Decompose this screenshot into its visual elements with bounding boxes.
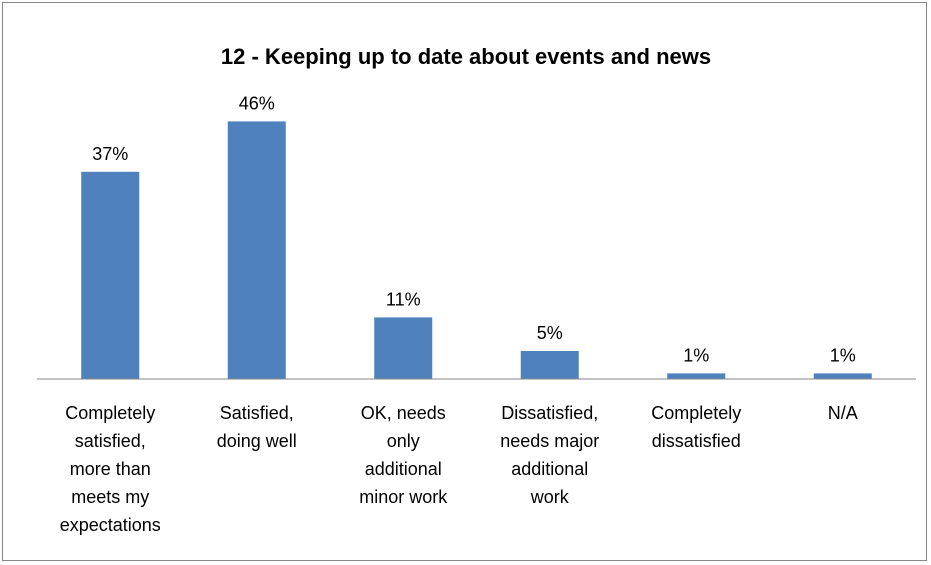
value-label-4: 5% (537, 323, 563, 343)
category-label-line: additional (511, 459, 588, 479)
category-label-line: satisfied, (75, 431, 146, 451)
category-label-line: meets my (71, 487, 149, 507)
category-labels-layer: Completely satisfied, more than meets my exp… (60, 403, 858, 535)
value-label-1: 37% (92, 144, 128, 164)
bar-3 (374, 317, 433, 379)
category-label-1: Completely satisfied, more than meets my exp… (60, 403, 161, 535)
chart-title: 12 - Keeping up to date about events and… (221, 44, 711, 69)
category-label-line: more than (70, 459, 151, 479)
value-label-2: 46% (239, 93, 275, 113)
category-label-line: OK, needs (361, 403, 446, 423)
category-label-2: Satisfied, doing well (217, 403, 297, 451)
category-label-line: Dissatisfied, (501, 403, 598, 423)
value-labels-layer: 37% 46% 11% 5% 1% 1% (92, 93, 856, 365)
category-label-6: N/A (828, 403, 858, 423)
category-label-line: N/A (828, 403, 858, 423)
value-label-6: 1% (830, 345, 856, 365)
bar-4 (520, 351, 579, 379)
bar-6 (813, 373, 872, 379)
category-label-line: only (387, 431, 420, 451)
category-label-line: Satisfied, (220, 403, 294, 423)
category-label-line: Completely (65, 403, 155, 423)
category-label-line: Completely (651, 403, 741, 423)
bar-2 (227, 121, 286, 380)
category-label-line: expectations (60, 515, 161, 535)
category-label-line: doing well (217, 431, 297, 451)
category-label-3: OK, needs only additional minor work (359, 403, 448, 507)
category-label-line: additional (365, 459, 442, 479)
category-label-line: needs major (500, 431, 599, 451)
bar-5 (667, 373, 726, 379)
value-label-5: 1% (683, 345, 709, 365)
category-label-line: dissatisfied (652, 431, 741, 451)
category-label-5: Completely dissatisfied (651, 403, 741, 451)
category-label-line: work (530, 487, 570, 507)
bars-layer (81, 121, 872, 380)
bar-1 (81, 171, 140, 379)
value-label-3: 11% (386, 289, 421, 309)
category-label-4: Dissatisfied, needs major additional work (500, 403, 599, 507)
category-label-line: minor work (359, 487, 448, 507)
